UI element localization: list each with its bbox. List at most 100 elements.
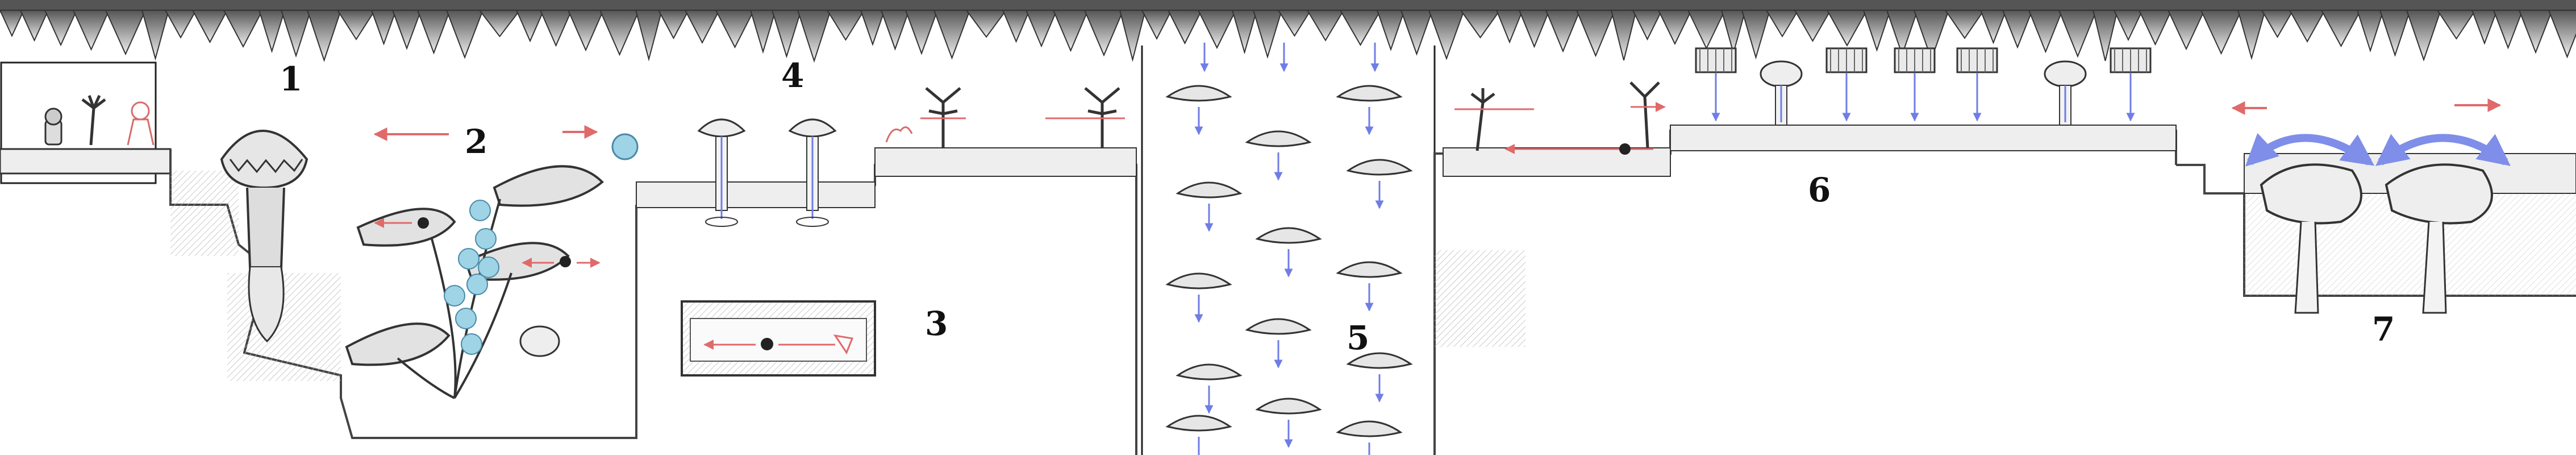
stalactite [1687,10,1726,50]
stalactite-ceiling [0,0,2576,63]
stalactite [1167,10,1203,45]
stalactite [1720,10,1746,55]
stalactite [635,10,663,61]
falling-leaf [1336,261,1403,312]
stalactite [2200,10,2242,55]
stalactite [164,10,197,39]
stalactite [2092,10,2119,61]
stalactite [2113,10,2144,42]
stalactite [1002,10,1031,43]
stalactite [1765,10,1799,38]
stalactite [370,10,397,46]
inset-frame [0,61,157,184]
section-label-3: 3 [925,304,948,343]
stalactite [880,10,910,51]
falling-leaf [1245,318,1312,369]
rock-wall [170,171,239,256]
section-6 [1433,47,2177,455]
section-label-7: 7 [2372,310,2395,349]
falling-leaf [1336,85,1403,135]
stalactite [2379,10,2411,57]
stalactite [258,10,286,53]
stalactite [2289,10,2326,43]
stalactite [1306,10,1345,42]
stalactite [1428,10,1465,60]
ground-ledge [0,148,172,175]
stalactite [1632,10,1663,41]
stalactite [1794,10,1832,42]
stalactite [715,10,755,49]
hanging-cage-platform [1825,47,1868,122]
thorny-tree [1629,81,1666,148]
floating-leaf-platform [493,165,604,207]
section-label-2: 2 [465,122,488,161]
stalactite [19,10,49,42]
bubble-cluster [444,200,499,355]
stalactite [657,10,690,40]
thorny-tree [1045,87,1125,148]
section-1 [0,61,637,439]
ledge-surface [1670,125,2177,151]
stalactite [567,10,605,52]
stalactite [1886,10,1919,57]
snail-creature [519,325,560,357]
stalactite [2548,10,2576,59]
stalactite [141,10,170,61]
stalactite [2471,10,2498,45]
cliff-step [1433,130,2177,455]
stalactite [1277,10,1312,37]
stalactite [1339,10,1382,46]
floating-leaf-platform [345,322,451,366]
stalactite [2518,10,2553,54]
stalactite [1545,10,1581,53]
stalactite [1741,10,1771,60]
section-label-1: 1 [280,60,303,98]
stalactite [445,10,484,59]
falling-leaf [1255,227,1322,278]
ledge-surface [1443,147,1671,177]
stalactite [2261,10,2294,38]
stalactite [904,10,939,55]
stalactite [933,10,971,60]
falling-leaf [1165,272,1232,323]
stalactite [539,10,573,47]
sprout-creature [44,107,62,146]
mushroom-pillar [1760,60,1803,126]
stalactite [2138,10,2173,46]
spider-enemy [374,217,429,229]
stalactite [280,10,312,58]
spider-enemy [703,334,854,355]
stalactite [306,10,342,63]
falling-leaf [1255,398,1322,448]
hanging-cage-platform [1695,47,2152,122]
stalactite [797,10,832,63]
stalactite [391,10,422,50]
plant-stems [397,198,512,399]
stalactite [1083,10,1124,57]
stalactite [478,10,522,38]
bounce-arrow [2375,134,2511,166]
stalactite [1862,10,1891,52]
player-character [127,101,155,146]
stalactite [684,10,720,44]
spore-geyser-plant [697,118,746,227]
tentacle-plant [81,94,106,146]
player-character [885,126,913,143]
stalactite [1376,10,1406,52]
stalactite [105,10,147,56]
falling-leaf [1346,352,1413,403]
stalactite [599,10,640,56]
stalactite [515,10,545,43]
stalactite [826,10,865,41]
stalactite [1575,10,1616,57]
stalactite [771,10,802,59]
stalactite [1610,10,1637,61]
stalactite [223,10,264,48]
ceiling-band [0,0,2576,13]
falling-leaf [1245,130,1312,181]
tentacle-plant [1470,88,1495,151]
stalactite [0,10,25,38]
stalactite [44,10,78,47]
section-label-6: 6 [1808,171,1831,209]
